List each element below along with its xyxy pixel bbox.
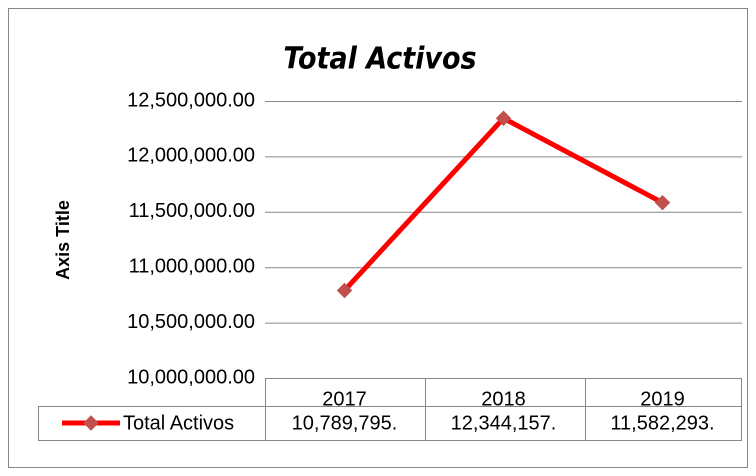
x-tick-label: 2019: [640, 388, 685, 410]
y-tick-label: 10,500,000.00: [127, 311, 255, 333]
y-tick-label: 10,000,000.00: [127, 366, 255, 388]
y-axis-title: Axis Title: [53, 200, 73, 280]
marker: [654, 194, 671, 211]
marker: [336, 282, 353, 299]
y-tick-label: 11,000,000.00: [129, 255, 255, 277]
x-tick-label: 2018: [481, 388, 526, 410]
chart-title: Total Activos: [283, 42, 476, 77]
x-tick-label: 2017: [322, 388, 367, 410]
table-value: 11,582,293.: [610, 412, 714, 434]
chart-border: [8, 8, 748, 468]
table-value: 12,344,157.: [451, 412, 557, 434]
y-tick-label: 12,500,000.00: [127, 89, 255, 111]
legend-label: Total Activos: [123, 412, 234, 434]
y-tick-label: 12,000,000.00: [127, 145, 255, 167]
data-table: [38, 378, 742, 441]
marker: [495, 110, 512, 126]
y-tick-label: 11,500,000.00: [129, 200, 255, 222]
legend-marker: [83, 415, 99, 431]
table-value: 10,789,795.: [292, 412, 398, 434]
